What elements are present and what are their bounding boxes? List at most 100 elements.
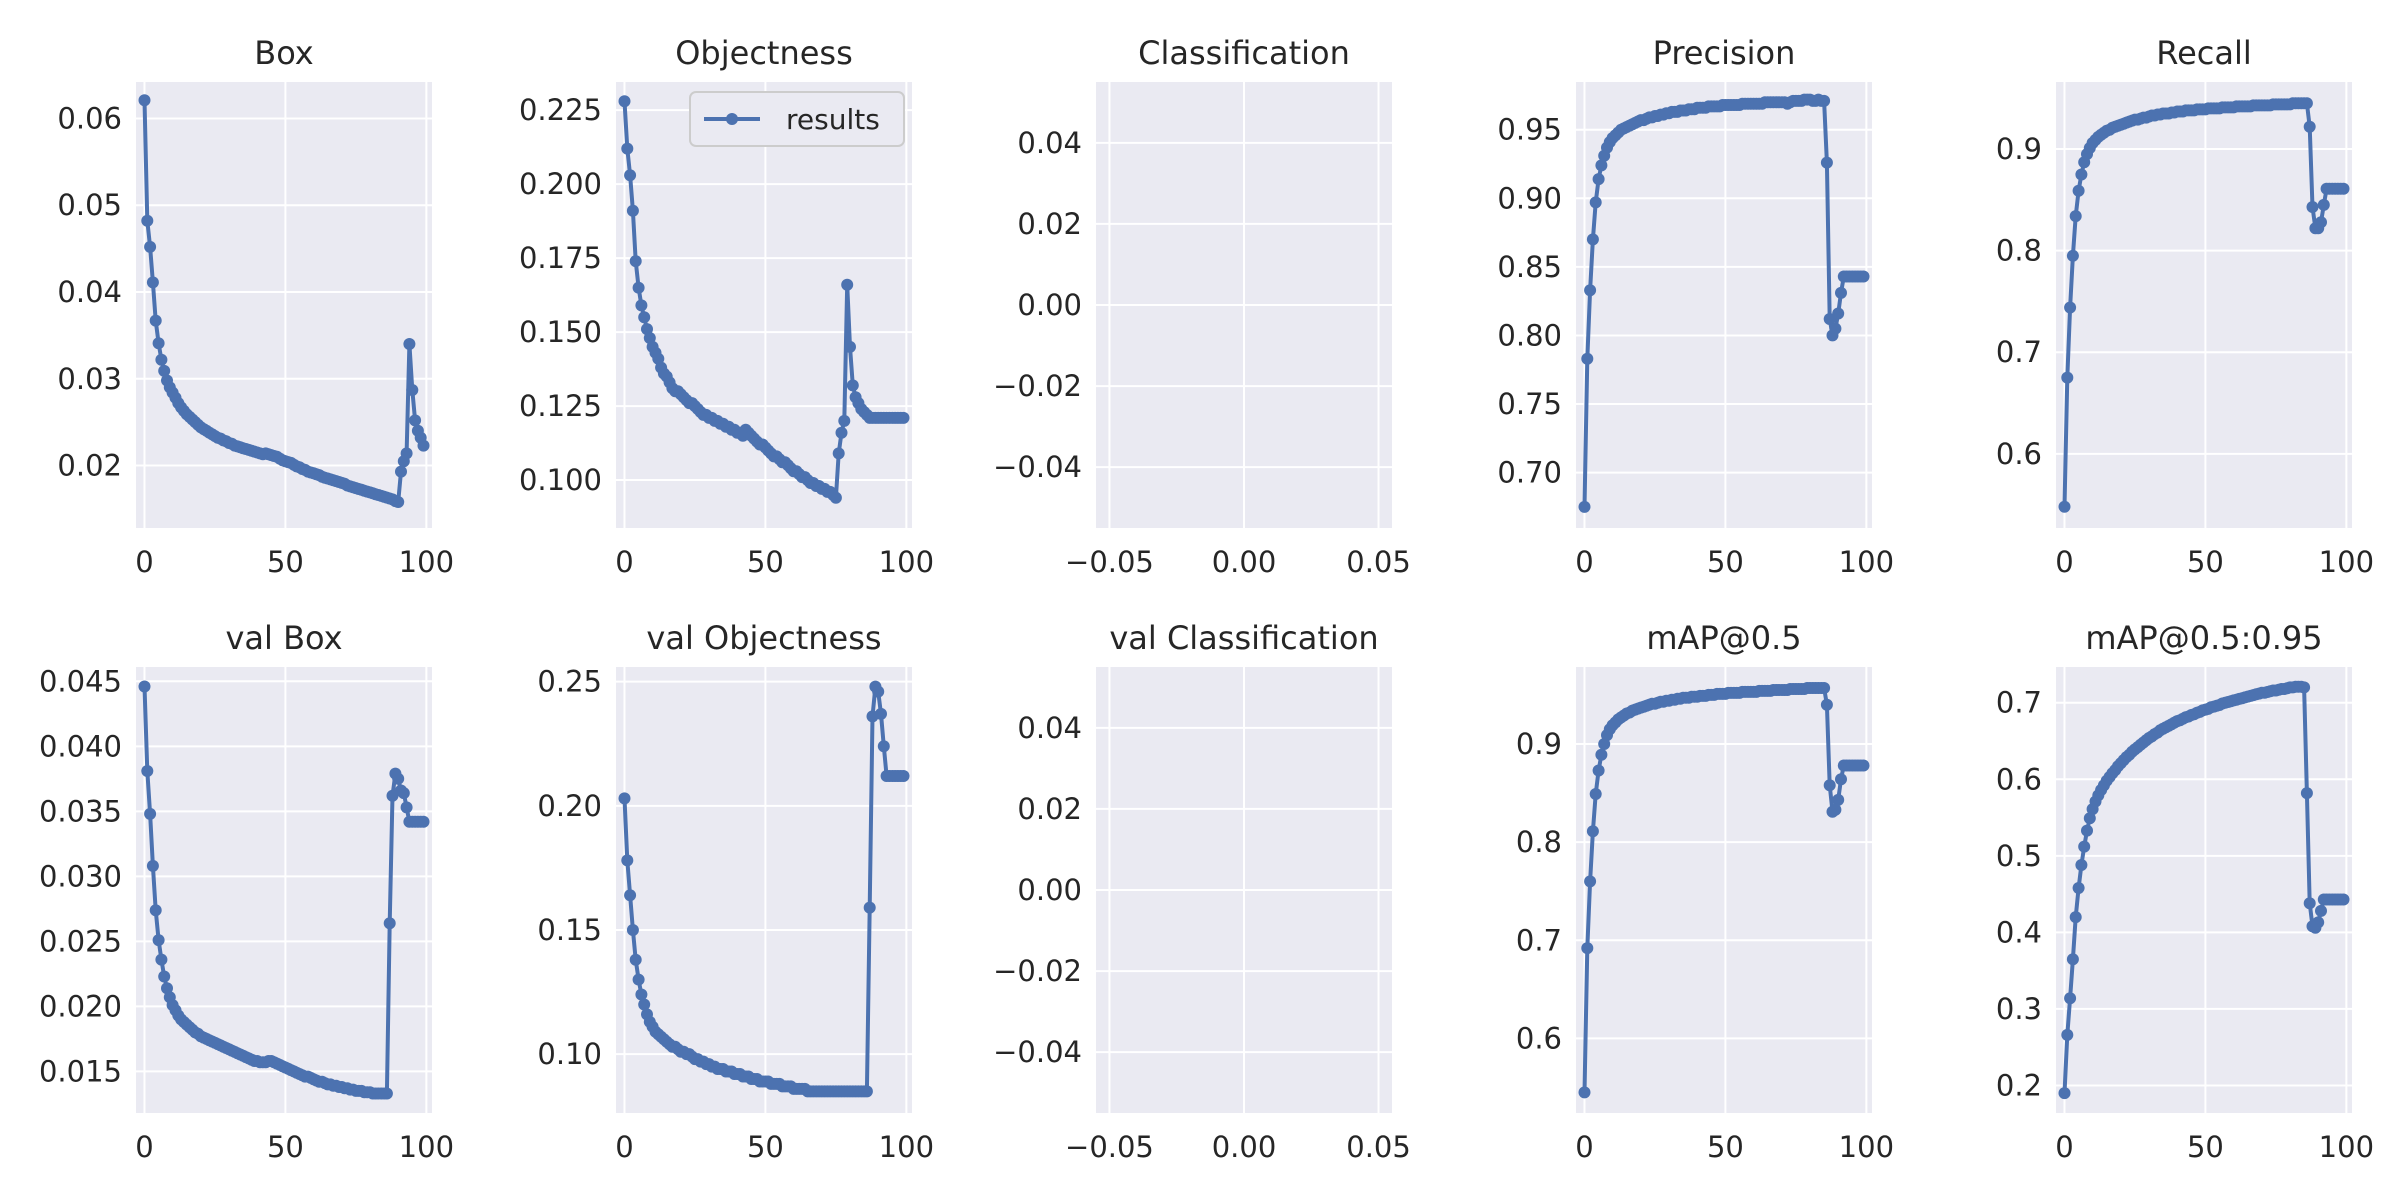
data-point	[1592, 764, 1605, 777]
data-point	[838, 414, 851, 427]
y-tick-label: 0.5	[1996, 839, 2042, 873]
data-point	[2337, 182, 2350, 195]
data-point	[2058, 1087, 2071, 1100]
data-point	[618, 95, 631, 108]
data-point	[863, 901, 876, 914]
y-tick-label: 0.6	[1516, 1021, 1562, 1055]
data-point	[2337, 893, 2350, 906]
data-point	[872, 685, 885, 698]
x-tick-label: 100	[1839, 1130, 1894, 1164]
data-point	[158, 970, 171, 983]
y-tick-label: 0.7	[1996, 335, 2042, 369]
legend: results	[689, 91, 905, 147]
y-tick-label: 0.150	[519, 315, 602, 349]
y-tick-label: −0.04	[993, 450, 1082, 484]
data-point	[832, 447, 845, 460]
data-point	[383, 917, 396, 930]
data-point	[2306, 201, 2319, 213]
y-tick-label: 0.9	[1516, 727, 1562, 761]
x-tick-label: 50	[2187, 545, 2224, 579]
data-point	[1589, 196, 1602, 209]
y-tick-label: 0.00	[1017, 288, 1082, 322]
data-point	[1578, 500, 1591, 513]
x-tick-label: 0.05	[1346, 1130, 1411, 1164]
data-point	[1595, 159, 1608, 172]
panel-0: 0 50 100 0.02 0.03 0.04 0.05 0.06 Box	[57, 34, 454, 579]
chart-title: Recall	[2156, 34, 2251, 72]
y-tick-label: 0.045	[39, 664, 122, 698]
data-point	[1832, 307, 1845, 320]
data-point	[635, 988, 648, 1001]
y-tick-label: 0.03	[57, 362, 122, 396]
x-tick-label: 100	[1839, 545, 1894, 579]
y-tick-label: 0.030	[39, 859, 122, 893]
data-point	[1584, 284, 1597, 297]
panel-9: 0 50 100 0.2 0.3 0.4 0.5 0.6 0.7 mAP@0.5:0.95	[1996, 619, 2374, 1164]
data-point	[158, 364, 171, 377]
panel-2: −0.05 0.00 0.05 −0.04 −0.02 0.00 0.02 0.04 Class…	[993, 34, 1411, 579]
data-point	[1823, 313, 1836, 325]
data-point	[1818, 94, 1831, 107]
y-tick-label: −0.02	[993, 369, 1082, 403]
y-tick-label: 0.00	[1017, 873, 1082, 907]
data-point	[2300, 97, 2313, 110]
y-tick-label: 0.3	[1996, 992, 2042, 1026]
data-point	[2058, 500, 2071, 513]
data-point	[141, 765, 154, 777]
chart-title: Precision	[1653, 34, 1796, 72]
data-point	[1818, 682, 1831, 694]
data-point	[1592, 173, 1605, 186]
y-tick-label: 0.95	[1497, 113, 1562, 147]
x-tick-label: 100	[2319, 1130, 2374, 1164]
x-tick-label: 100	[879, 545, 934, 579]
data-point	[618, 792, 631, 805]
y-tick-label: 0.175	[519, 241, 602, 275]
panel-3: 0 50 100 0.70 0.75 0.80 0.85 0.90 0.95 Precision	[1497, 34, 1894, 579]
data-point	[1820, 698, 1833, 711]
data-point	[844, 340, 856, 353]
data-point	[155, 953, 168, 966]
data-point	[2303, 120, 2316, 133]
x-tick-label: 50	[1707, 545, 1744, 579]
panel-1: 0 50 100 0.100 0.125 0.150 0.175 0.200 0.225 Obje…	[519, 34, 934, 579]
data-point	[2315, 904, 2327, 917]
data-point	[144, 240, 157, 253]
data-point	[2064, 301, 2077, 314]
y-tick-label: 0.20	[537, 789, 602, 823]
data-point	[1829, 803, 1842, 816]
y-tick-label: 0.100	[519, 463, 602, 497]
data-point	[2315, 216, 2327, 229]
data-point	[626, 924, 639, 936]
y-tick-label: 0.9	[1996, 132, 2042, 166]
panel-6: 0 50 100 0.10 0.15 0.20 0.25 val Objectness	[537, 619, 934, 1164]
data-point	[392, 496, 405, 508]
data-point	[144, 807, 157, 820]
data-point	[146, 276, 159, 289]
data-point	[2083, 812, 2096, 825]
data-point	[2078, 840, 2091, 853]
data-point	[2061, 1028, 2074, 1041]
x-tick-label: 50	[747, 1130, 784, 1164]
y-tick-label: 0.7	[1996, 686, 2042, 720]
y-tick-label: 0.25	[537, 665, 602, 699]
y-tick-label: 0.15	[537, 913, 602, 947]
chart-title: mAP@0.5:0.95	[2085, 619, 2322, 657]
y-tick-label: 0.90	[1497, 181, 1562, 215]
data-point	[1835, 773, 1847, 786]
plot-area	[136, 82, 432, 528]
x-tick-label: 0	[615, 545, 633, 579]
y-tick-label: 0.6	[1996, 762, 2042, 796]
data-point	[2300, 787, 2313, 800]
data-point	[400, 801, 413, 814]
y-tick-label: 0.4	[1996, 915, 2042, 949]
data-point	[403, 338, 416, 350]
y-tick-label: 0.04	[57, 275, 122, 309]
legend-marker	[726, 113, 738, 125]
y-tick-label: 0.025	[39, 924, 122, 958]
y-tick-label: 0.035	[39, 794, 122, 828]
y-tick-label: 0.06	[57, 101, 122, 135]
data-point	[417, 815, 430, 828]
x-tick-label: 0	[2055, 1130, 2073, 1164]
x-tick-label: 100	[399, 1130, 454, 1164]
